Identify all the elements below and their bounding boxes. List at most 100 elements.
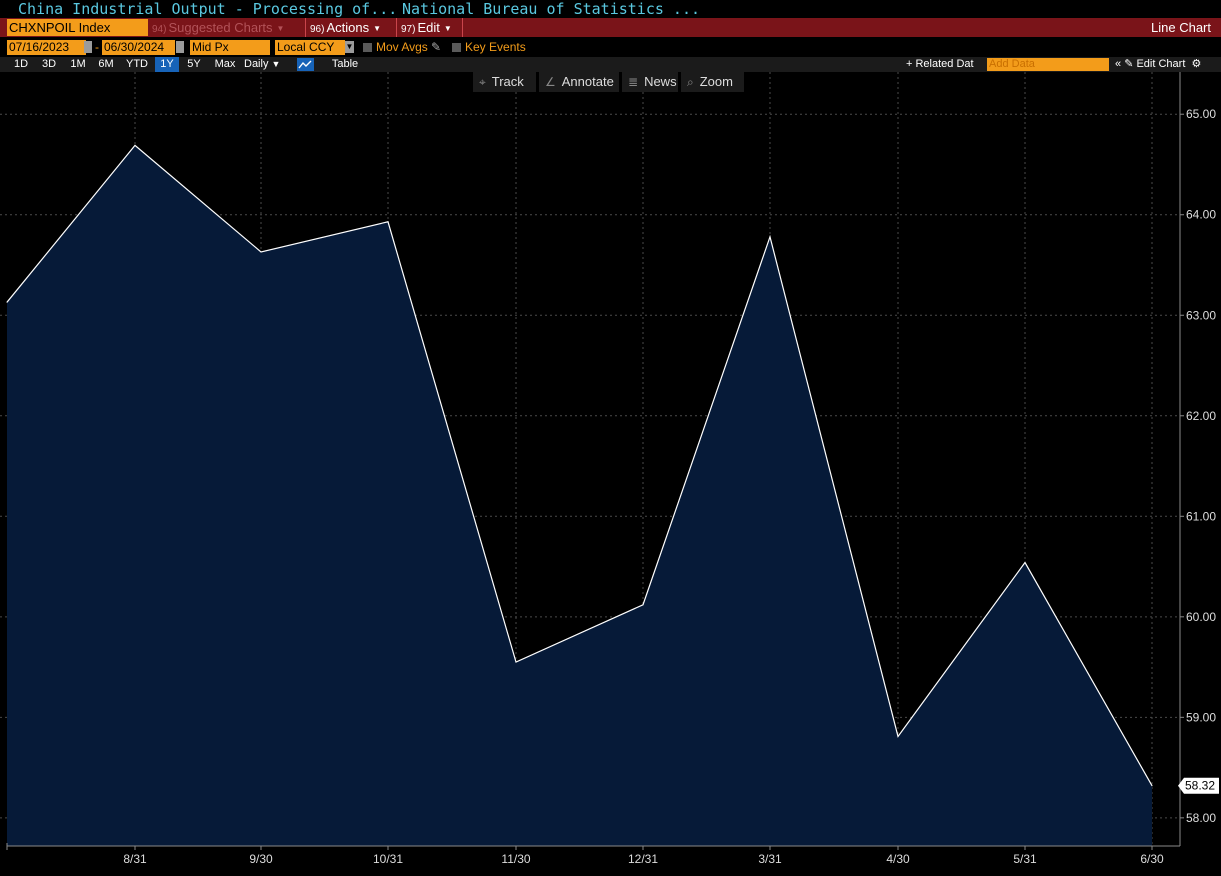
- area-fill: [7, 145, 1152, 846]
- options-bar: 07/16/2023 - 06/30/2024 Mid Px Local CCY…: [0, 39, 1221, 57]
- data-point: [515, 661, 517, 663]
- key-events-checkbox[interactable]: [452, 43, 461, 52]
- track-button[interactable]: ⌖ Track: [473, 72, 536, 92]
- edit-chart-button[interactable]: « ✎ Edit Chart ⚙: [1115, 57, 1201, 72]
- x-axis: 8/31 9/30 10/31 11/30 12/31 3/31 4/30 5/31 6/30: [6, 843, 1180, 866]
- table-button[interactable]: Table: [331, 58, 359, 70]
- x-tick-label: 12/31: [628, 852, 658, 866]
- last-value-label: 58.32: [1178, 777, 1219, 794]
- edit-label: Edit: [417, 20, 440, 35]
- data-point: [134, 144, 136, 146]
- frequency-select[interactable]: Daily ▼: [244, 57, 281, 72]
- chart-type-label: Line Chart: [1151, 20, 1211, 35]
- edit-chart-label: Edit Chart: [1136, 58, 1186, 70]
- y-tick-label: 58.00: [1186, 811, 1216, 825]
- title-bar: China Industrial Output - Processing of.…: [0, 0, 1221, 18]
- y-tick-label: 65.00: [1186, 107, 1216, 121]
- range-3d[interactable]: 3D: [41, 58, 57, 70]
- price-field-select[interactable]: Mid Px: [190, 40, 270, 55]
- suggested-charts-number: 94): [152, 24, 167, 35]
- divider: [305, 18, 306, 37]
- x-tick-label: 11/30: [501, 852, 530, 866]
- calendar-icon[interactable]: [176, 41, 184, 53]
- chevron-down-icon[interactable]: ▼: [345, 41, 354, 53]
- y-tick-label: 62.00: [1186, 409, 1216, 423]
- suggested-charts-label: Suggested Charts: [168, 20, 273, 35]
- news-label: News: [644, 74, 677, 89]
- add-data-input[interactable]: Add Data: [987, 58, 1109, 71]
- annotate-icon: ∠: [545, 75, 556, 89]
- line-chart[interactable]: 65.00 64.00 63.00 62.00 61.00 60.00 59.00 58.00…: [0, 72, 1221, 876]
- end-date-field[interactable]: 06/30/2024: [102, 40, 175, 55]
- command-bar: CHXNPOIL Index 94) Suggested Charts ▼ 96) A…: [0, 18, 1221, 37]
- x-tick-label: 8/31: [123, 852, 147, 866]
- chevron-down-icon: ▼: [373, 24, 382, 34]
- edit-menu[interactable]: 97) Edit ▼: [399, 19, 461, 36]
- data-point: [6, 301, 8, 303]
- range-1m[interactable]: 1M: [70, 58, 86, 70]
- data-point: [769, 236, 771, 238]
- divider: [462, 18, 463, 37]
- mov-avgs-label[interactable]: Mov Avgs: [376, 40, 428, 54]
- news-button[interactable]: ≣ News: [622, 72, 678, 92]
- data-point: [642, 604, 644, 606]
- actions-label: Actions: [326, 20, 370, 35]
- calendar-icon[interactable]: [84, 41, 92, 53]
- data-point: [387, 221, 389, 223]
- actions-number: 96): [310, 24, 325, 35]
- crosshair-icon: ⌖: [479, 75, 486, 89]
- related-data-label: Related Dat: [915, 58, 974, 70]
- zoom-button[interactable]: ⌕ Zoom: [681, 72, 744, 92]
- chevron-down-icon: ▼: [276, 24, 285, 34]
- annotate-button[interactable]: ∠ Annotate: [539, 72, 619, 92]
- chevron-down-icon: ▼: [271, 59, 281, 69]
- date-separator: -: [95, 40, 99, 54]
- data-point: [1151, 785, 1153, 787]
- y-tick-label: 63.00: [1186, 308, 1216, 322]
- data-source: National Bureau of Statistics ...: [402, 0, 701, 18]
- zoom-label: Zoom: [699, 74, 733, 89]
- y-axis: 65.00 64.00 63.00 62.00 61.00 60.00 59.00 58.00: [1179, 72, 1216, 846]
- x-tick-label: 10/31: [373, 852, 403, 866]
- range-bar: 1D 3D 1M 6M YTD 1Y 5Y Max Daily ▼ Table …: [0, 57, 1221, 72]
- collapse-icon[interactable]: «: [1115, 58, 1122, 70]
- pencil-icon[interactable]: ✎: [431, 40, 442, 54]
- y-tick-label: 59.00: [1186, 710, 1216, 724]
- data-point: [260, 251, 262, 253]
- last-value-text: 58.32: [1185, 779, 1215, 793]
- x-tick-label: 6/30: [1140, 852, 1164, 866]
- data-point: [897, 735, 899, 737]
- x-tick-label: 3/31: [758, 852, 782, 866]
- key-events-label[interactable]: Key Events: [465, 40, 526, 54]
- x-tick-label: 9/30: [249, 852, 273, 866]
- magnifier-icon: ⌕: [687, 75, 694, 89]
- gear-icon[interactable]: ⚙: [1191, 58, 1202, 70]
- x-tick-label: 4/30: [886, 852, 910, 866]
- divider: [396, 18, 397, 37]
- actions-menu[interactable]: 96) Actions ▼: [308, 19, 394, 36]
- series-line: [6, 144, 1153, 786]
- annotate-label: Annotate: [561, 74, 614, 89]
- last-value-tag: [1178, 777, 1219, 794]
- related-data-button[interactable]: + Related Dat: [906, 57, 974, 72]
- start-date-field[interactable]: 07/16/2023: [7, 40, 86, 55]
- y-tick-label: 64.00: [1186, 208, 1216, 222]
- edit-number: 97): [401, 24, 416, 35]
- range-5y[interactable]: 5Y: [187, 58, 201, 70]
- line-chart-icon[interactable]: [297, 58, 314, 71]
- currency-select[interactable]: Local CCY: [275, 40, 345, 55]
- y-tick-label: 60.00: [1186, 610, 1216, 624]
- ticker-field[interactable]: CHXNPOIL Index: [7, 19, 148, 36]
- range-1d[interactable]: 1D: [13, 58, 29, 70]
- suggested-charts-menu[interactable]: 94) Suggested Charts ▼: [150, 19, 302, 36]
- data-point: [1024, 562, 1026, 564]
- y-tick-label: 61.00: [1186, 509, 1216, 523]
- range-1y[interactable]: 1Y: [155, 57, 179, 72]
- news-icon: ≣: [628, 75, 639, 89]
- mov-avgs-checkbox[interactable]: [363, 43, 372, 52]
- range-ytd[interactable]: YTD: [126, 58, 148, 70]
- chevron-down-icon: ▼: [443, 24, 452, 34]
- plus-icon: +: [906, 58, 916, 70]
- range-max[interactable]: Max: [214, 58, 236, 70]
- range-6m[interactable]: 6M: [98, 58, 114, 70]
